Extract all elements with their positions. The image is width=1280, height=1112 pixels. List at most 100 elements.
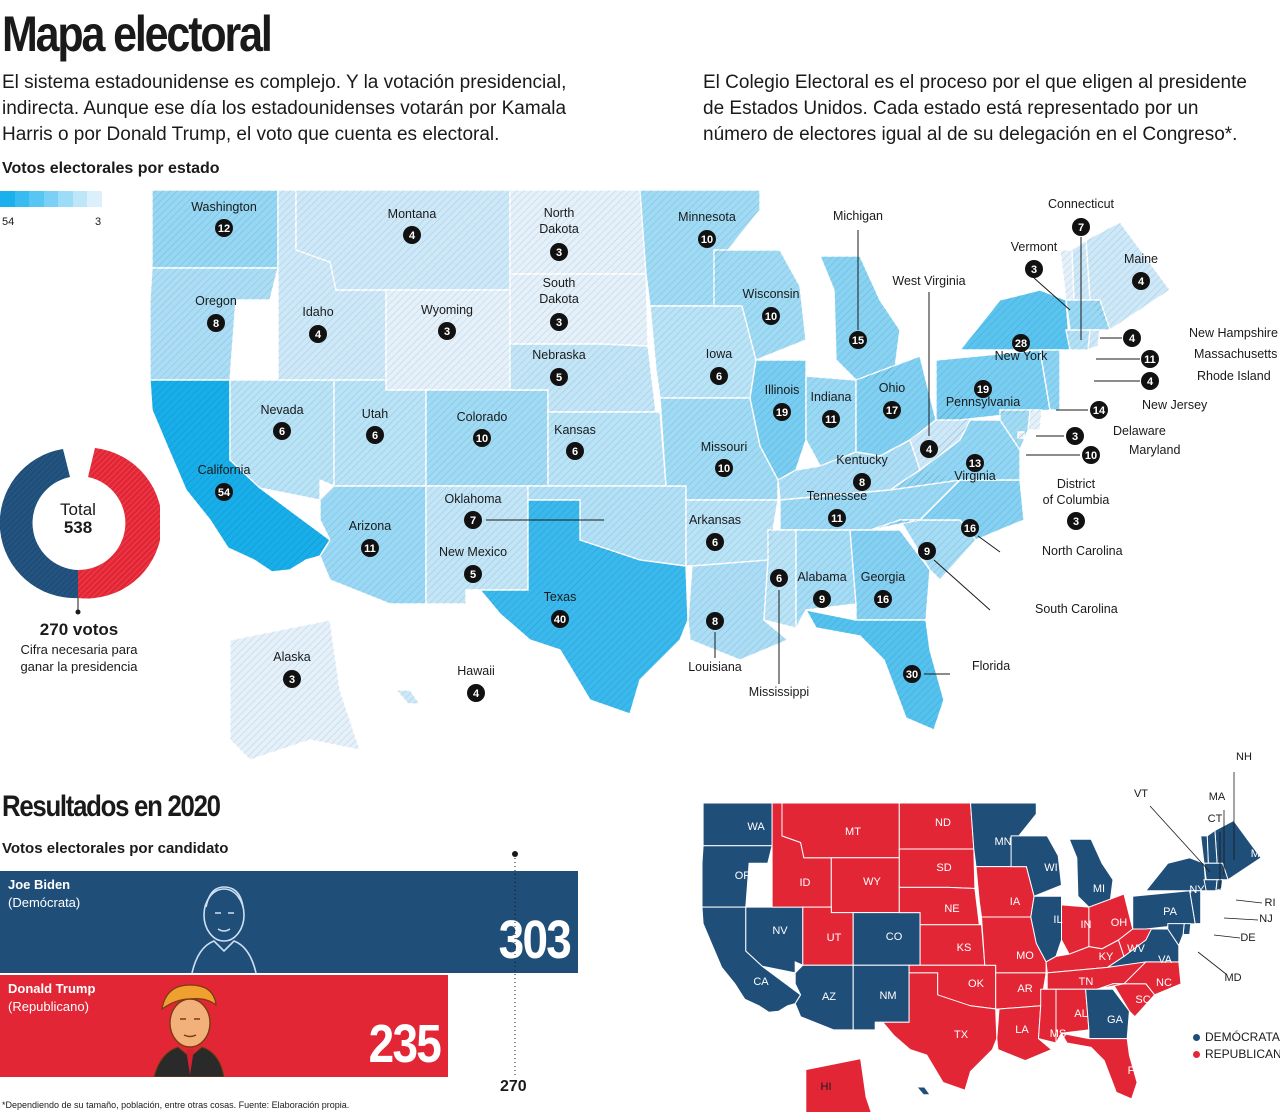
votes-badge-illinois <box>773 403 791 421</box>
votes-badge-montana <box>403 226 421 244</box>
result-leader-de <box>1213 934 1241 939</box>
state-hatch-missouri <box>660 398 778 500</box>
result-label-mi: MI <box>1093 883 1105 895</box>
votes-badge-maine <box>1132 272 1150 290</box>
result-state-hi <box>915 1086 931 1096</box>
result-label-mt: MT <box>845 826 861 838</box>
state-label-arkansas: Arkansas <box>689 513 741 527</box>
votes-badge-colorado <box>473 429 491 447</box>
result-callout-vt: VT <box>1134 788 1148 800</box>
result-state-ks <box>919 924 986 966</box>
votes-value-minnesota: 10 <box>701 234 713 246</box>
result-leader-vt <box>1149 805 1211 873</box>
biden-name: Joe Biden <box>8 877 71 892</box>
votes-value-montana: 4 <box>409 230 416 242</box>
biden-votes: 303 <box>498 910 572 970</box>
state-hatch-iowa <box>650 306 756 398</box>
state-hatch-north-carolina <box>870 480 1024 540</box>
votes-value-district-of-columbia: 3 <box>1073 516 1079 528</box>
votes-badge-hawaii <box>467 684 485 702</box>
votes-value-alabama: 9 <box>819 594 825 606</box>
state-hatch-michigan <box>820 256 900 380</box>
votes-value-ohio: 17 <box>886 405 898 417</box>
legend-rep: REPUBLICANO <box>1193 1047 1280 1061</box>
state-label-kansas: Kansas <box>554 423 596 437</box>
state-label-texas: Texas <box>544 590 577 604</box>
result-label-ga: GA <box>1107 1014 1124 1026</box>
legend-dem-dot <box>1193 1033 1200 1041</box>
result-label-co: CO <box>886 931 903 943</box>
state-label-new-york: New York <box>995 349 1049 363</box>
scale-step-4 <box>58 191 73 207</box>
result-leader-md <box>1197 951 1227 975</box>
donut-rep-arc <box>78 448 160 599</box>
state-label-pennsylvania: Pennsylvania <box>946 395 1020 409</box>
result-label-wy: WY <box>863 876 881 888</box>
state-hatch-south-dakota <box>510 274 648 346</box>
result-label-ok: OK <box>968 978 985 990</box>
state-label-georgia: Georgia <box>861 570 906 584</box>
scale-step-2 <box>29 191 44 207</box>
votes-badge-arizona <box>361 539 379 557</box>
votes-badge-oregon <box>207 314 225 332</box>
result-callout-nj: NJ <box>1259 913 1272 925</box>
result-state-ma <box>1203 862 1229 881</box>
votes-badge-new-jersey <box>1090 401 1108 419</box>
trump-party: (Republicano) <box>8 999 89 1014</box>
votes-value-oklahoma: 7 <box>470 515 476 527</box>
result-label-ks: KS <box>957 942 972 954</box>
state-hatch-washington <box>152 190 278 268</box>
state-label-massachusetts: Massachusetts <box>1194 347 1277 361</box>
state-label-maryland: Maryland <box>1129 443 1180 457</box>
result-state-mi <box>1068 838 1114 908</box>
votes-value-georgia: 16 <box>877 594 889 606</box>
result-label-va: VA <box>1158 954 1173 966</box>
state-label-vermont: Vermont <box>1011 240 1058 254</box>
votes-value-washington: 12 <box>218 223 230 235</box>
trump-name: Donald Trump <box>8 981 96 996</box>
threshold-label: 270 <box>500 1078 527 1095</box>
votes-badge-mississippi <box>770 569 788 587</box>
result-state-tx <box>875 972 998 1091</box>
votes-badge-alaska <box>283 670 301 688</box>
legend-rep-dot <box>1193 1050 1200 1058</box>
state-hatch-delaware <box>1028 410 1042 430</box>
state-hatch-maine <box>1086 222 1170 330</box>
color-scale <box>0 191 103 207</box>
votes-value-utah: 6 <box>372 430 378 442</box>
state-hatch-district-of-columbia <box>1018 432 1024 438</box>
leader-vermont <box>1033 277 1071 311</box>
state-label-idaho: Idaho <box>302 305 333 319</box>
result-state-wi <box>1010 835 1063 897</box>
result-state-or <box>701 845 773 908</box>
votes-value-virginia: 13 <box>969 458 981 470</box>
map-subtitle: Votos electorales por estado <box>2 160 220 177</box>
state-label-south-carolina: South Carolina <box>1035 602 1118 616</box>
votes-badge-washington <box>215 219 233 237</box>
state-label-washington: Washington <box>191 200 257 214</box>
state-label-alabama: Alabama <box>797 570 846 584</box>
votes-badge-tennessee <box>828 509 846 527</box>
votes-badge-wyoming <box>438 322 456 340</box>
votes-badge-south-carolina <box>918 542 936 560</box>
leader-north-carolina <box>977 535 1001 553</box>
result-label-pa: PA <box>1163 906 1178 918</box>
votes-value-connecticut: 7 <box>1078 222 1084 234</box>
scale-step-3 <box>43 191 59 207</box>
votes-value-massachusetts: 11 <box>1144 354 1156 366</box>
result-label-ia: IA <box>1010 896 1021 908</box>
result-label-or: OR <box>735 870 752 882</box>
result-label-wi: WI <box>1044 862 1057 874</box>
state-label-oklahoma: Oklahoma <box>445 492 502 506</box>
state-hatch-virginia <box>890 420 1020 490</box>
threshold-note: Cifra necesaria para ganar la presidenci… <box>20 642 138 674</box>
votes-value-mississippi: 6 <box>776 573 782 585</box>
state-label-indiana: Indiana <box>810 390 851 404</box>
state-hatch-minnesota <box>640 190 760 306</box>
result-label-ny: NY <box>1189 884 1205 896</box>
state-label-new-hampshire: New Hampshire <box>1189 326 1278 340</box>
result-state-ak <box>805 1058 872 1112</box>
votes-badge-missouri <box>715 459 733 477</box>
state-label-south-dakota: South Dakota <box>539 276 579 306</box>
